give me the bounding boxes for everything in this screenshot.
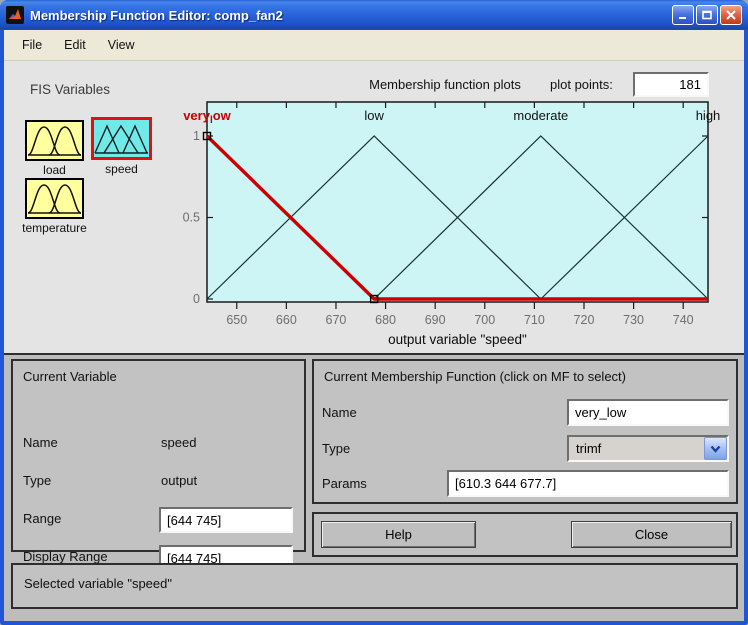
fis-variable-temperature[interactable]: temperature	[22, 178, 87, 235]
mf-curve-high	[540, 135, 709, 300]
status-message: Selected variable "speed"	[24, 576, 172, 591]
bell-mf-icon	[25, 178, 84, 219]
var-range-label: Range	[23, 511, 62, 526]
x-tick-label: 690	[425, 313, 446, 327]
mf-curve-very_low	[205, 134, 708, 301]
action-buttons-panel: Help Close	[312, 512, 738, 557]
mf-label-low: low	[364, 108, 384, 123]
mf-name-input[interactable]	[567, 399, 729, 426]
x-tick-label: 680	[375, 313, 396, 327]
menubar: File Edit View	[4, 30, 744, 61]
fis-variable-label: temperature	[22, 221, 87, 235]
var-name-value: speed	[161, 435, 197, 450]
mf-type-value: trimf	[576, 441, 602, 456]
y-tick-label: 0.5	[183, 211, 200, 225]
current-variable-title: Current Variable	[23, 369, 117, 384]
mf-label-very_low: verylow	[183, 108, 231, 126]
fis-variables-title: FIS Variables	[30, 82, 111, 97]
var-range-input[interactable]	[159, 507, 293, 533]
mf-plot[interactable]: 650 660 670 680 690 700 710 720 730 740 0 0.5 1 low mo…	[150, 96, 744, 354]
bell-mf-icon	[25, 120, 84, 161]
current-mf-title: Current Membership Function (click on MF…	[324, 369, 626, 384]
current-mf-panel: Current Membership Function (click on MF…	[312, 359, 738, 504]
mf-name-label: Name	[322, 405, 357, 420]
x-tick-label: 710	[524, 313, 545, 327]
plot-points-label: plot points:	[550, 77, 613, 92]
x-tick-label: 730	[623, 313, 644, 327]
chevron-down-icon[interactable]	[704, 437, 727, 460]
x-tick-label: 650	[226, 313, 247, 327]
maximize-button[interactable]	[696, 5, 718, 25]
mf-vertex-marker	[202, 131, 212, 141]
matlab-icon	[6, 6, 24, 24]
mf-params-input[interactable]	[447, 470, 729, 497]
x-axis-label: output variable "speed"	[388, 332, 527, 347]
y-tick-label: 0	[193, 292, 200, 306]
minimize-button[interactable]	[672, 5, 694, 25]
status-bar: Selected variable "speed"	[11, 563, 738, 609]
x-tick-label: 740	[673, 313, 694, 327]
fis-variable-label: speed	[105, 162, 138, 176]
window-title: Membership Function Editor: comp_fan2	[30, 7, 283, 23]
close-dialog-button[interactable]: Close	[571, 521, 732, 548]
plot-header-title: Membership function plots	[369, 77, 521, 92]
mf-params-label: Params	[322, 476, 367, 491]
window-body: File Edit View FIS Variables load speed te…	[4, 30, 744, 621]
mf-label-high: high	[696, 108, 721, 123]
fis-variable-label: load	[43, 163, 66, 177]
mf-vertex-marker	[369, 294, 379, 304]
plot-points-input[interactable]	[633, 72, 709, 97]
var-name-label: Name	[23, 435, 58, 450]
mf-type-label: Type	[322, 441, 351, 456]
mf-type-dropdown[interactable]: trimf	[567, 435, 729, 462]
var-display-range-label: Display Range	[23, 549, 108, 564]
x-tick-label: 660	[276, 313, 297, 327]
x-tick-label: 720	[574, 313, 595, 327]
menu-view[interactable]: View	[107, 38, 135, 52]
menu-file[interactable]: File	[22, 38, 43, 52]
help-button[interactable]: Help	[321, 521, 476, 548]
x-tick-label: 700	[474, 313, 495, 327]
menu-edit[interactable]: Edit	[64, 38, 86, 52]
var-type-label: Type	[23, 473, 52, 488]
y-tick-label: 1	[193, 129, 200, 143]
close-button[interactable]	[720, 5, 742, 25]
mf-curve-low	[206, 135, 542, 300]
current-variable-panel: Current Variable Name speed Type output …	[11, 359, 306, 571]
x-tick-label: 670	[326, 313, 347, 327]
titlebar[interactable]: Membership Function Editor: comp_fan2	[0, 0, 748, 30]
fis-variable-load[interactable]: load	[25, 120, 84, 177]
mf-curve-moderate	[373, 135, 709, 300]
tri-mf-icon	[91, 117, 152, 160]
var-type-value: output	[161, 473, 198, 488]
fis-variable-speed[interactable]: speed	[91, 117, 152, 176]
mf-label-moderate: moderate	[513, 108, 568, 123]
